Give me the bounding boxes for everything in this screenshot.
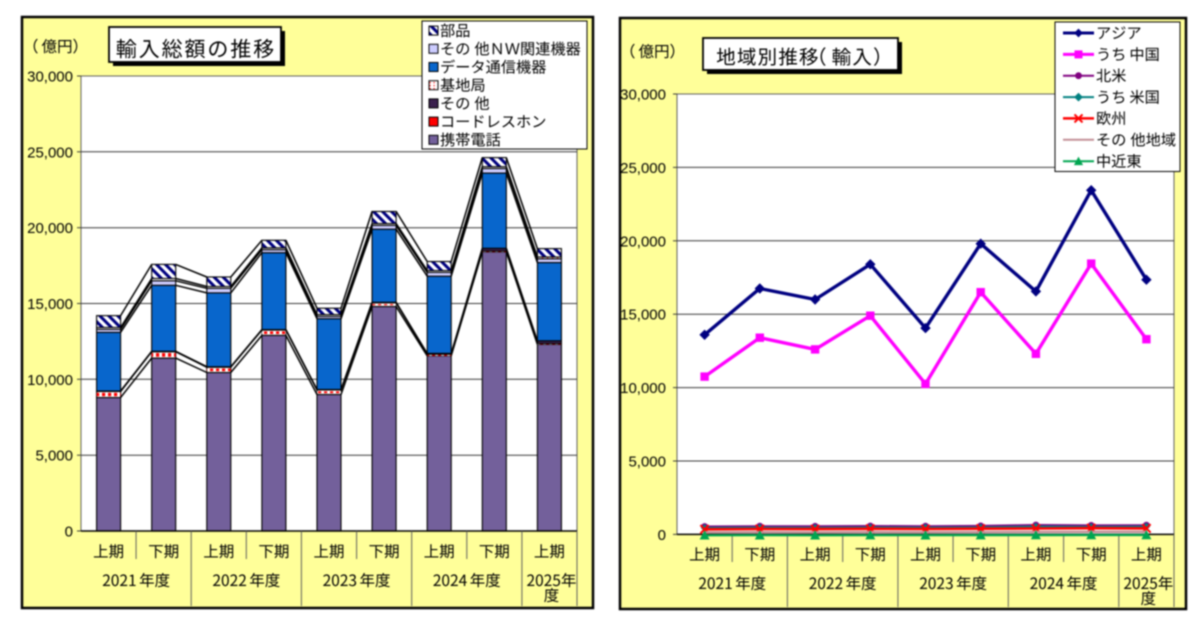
svg-text:5,000: 5,000 bbox=[35, 448, 73, 465]
svg-text:25,000: 25,000 bbox=[27, 144, 73, 161]
svg-text:20,000: 20,000 bbox=[27, 220, 73, 237]
svg-text:30,000: 30,000 bbox=[620, 87, 666, 104]
svg-text:25,000: 25,000 bbox=[620, 160, 666, 177]
svg-text:10,000: 10,000 bbox=[27, 372, 73, 389]
svg-text:15,000: 15,000 bbox=[620, 307, 666, 324]
svg-text:0: 0 bbox=[65, 524, 73, 541]
svg-text:10,000: 10,000 bbox=[620, 380, 666, 397]
svg-text:20,000: 20,000 bbox=[620, 233, 666, 250]
svg-text:5,000: 5,000 bbox=[628, 454, 666, 471]
svg-text:30,000: 30,000 bbox=[27, 69, 73, 86]
svg-text:15,000: 15,000 bbox=[27, 296, 73, 313]
svg-text:0: 0 bbox=[658, 527, 666, 544]
